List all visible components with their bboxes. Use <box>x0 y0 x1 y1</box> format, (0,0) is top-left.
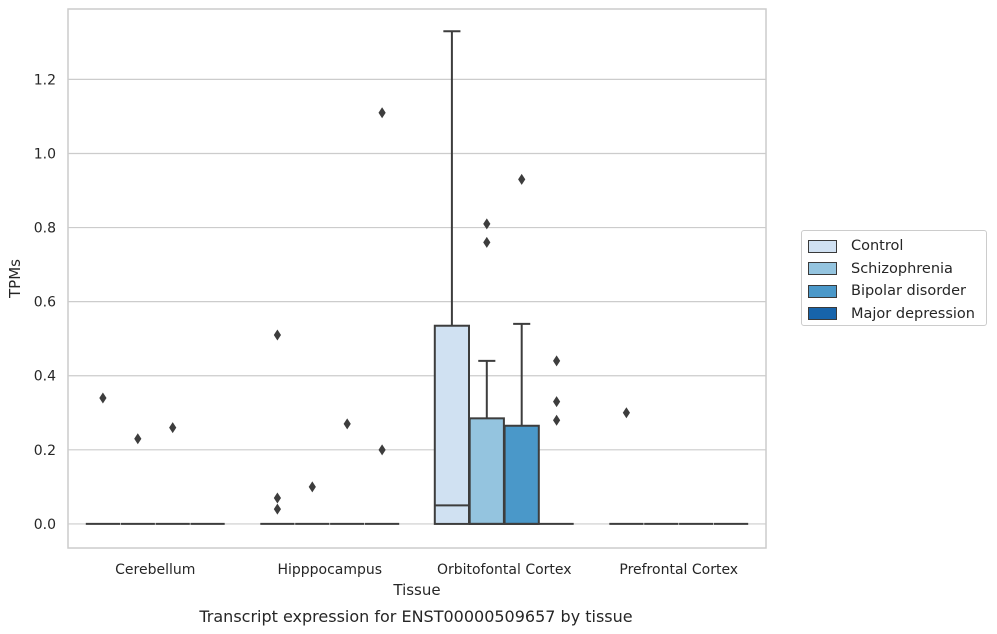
outlier-point <box>378 107 386 119</box>
legend-item: Schizophrenia <box>808 258 986 281</box>
legend-swatch <box>808 284 837 298</box>
y-tick-label: 1.0 <box>34 146 56 162</box>
outlier-point <box>553 414 561 426</box>
legend-swatch <box>808 262 837 276</box>
x-tick-label: Cerebellum <box>115 562 195 578</box>
legend-item: Control <box>808 235 986 258</box>
box-0-1 <box>260 329 295 525</box>
outlier-point <box>483 236 491 248</box>
outlier-point <box>273 492 281 504</box>
box-2-1 <box>330 418 365 525</box>
outlier-point <box>378 444 386 456</box>
outlier-point <box>343 418 351 430</box>
x-tick-label: Prefrontal Cortex <box>619 562 738 578</box>
y-axis-label: TPMs <box>6 259 24 299</box>
outlier-point <box>169 422 177 434</box>
box-0-2 <box>433 30 471 525</box>
legend-label: Bipolar disorder <box>851 283 966 300</box>
outlier-point <box>518 173 526 185</box>
legend: Control Schizophrenia Bipolar disorder Majo… <box>801 230 987 326</box>
y-tick-label: 0.8 <box>34 221 56 237</box>
outlier-point <box>483 218 491 230</box>
x-tick-label: Hipppocampus <box>277 562 382 578</box>
box-1-1 <box>295 481 330 525</box>
outlier-point <box>308 481 316 493</box>
legend-label: Major depression <box>851 305 975 322</box>
box-1-0 <box>120 433 155 525</box>
y-tick-label: 0.2 <box>34 443 56 459</box>
box-2-0 <box>155 422 190 525</box>
x-axis-ticks: Cerebellum Hipppocampus Orbitofontal Corte… <box>115 562 738 578</box>
box <box>433 324 471 525</box>
legend-label: Schizophrenia <box>851 260 953 277</box>
legend-item: Bipolar disorder <box>808 280 986 303</box>
outlier-point <box>134 433 142 445</box>
x-axis-label: Tissue <box>392 581 440 599</box>
y-tick-label: 0.6 <box>34 295 56 311</box>
box-1-2 <box>468 218 505 525</box>
outlier-point <box>553 396 561 408</box>
y-axis-ticks: 0.0 0.2 0.4 0.6 0.8 1.0 1.2 <box>34 72 56 533</box>
box-3-2 <box>539 355 574 525</box>
chart-caption: Transcript expression for ENST0000050965… <box>198 607 632 626</box>
legend-swatch <box>808 239 837 253</box>
outlier-point <box>622 407 630 419</box>
plot-frame <box>67 8 767 549</box>
legend-label: Control <box>851 238 904 255</box>
grid-lines <box>68 78 766 525</box>
outlier-point <box>99 392 107 404</box>
legend-swatch <box>808 307 837 321</box>
outlier-point <box>273 503 281 515</box>
box-0-3 <box>609 407 644 525</box>
box-0-0 <box>85 392 121 525</box>
x-tick-label: Orbitofontal Cortex <box>437 562 572 578</box>
outlier-point <box>553 355 561 367</box>
box-3-1 <box>364 107 400 525</box>
y-tick-label: 1.2 <box>34 72 56 88</box>
box <box>468 417 505 525</box>
box-marks <box>85 30 749 525</box>
y-tick-label: 0.0 <box>34 517 56 533</box>
outlier-point <box>273 329 281 341</box>
box <box>503 424 540 525</box>
box-2-2 <box>503 173 540 525</box>
y-tick-label: 0.4 <box>34 369 56 385</box>
legend-item: Major depression <box>808 303 986 326</box>
